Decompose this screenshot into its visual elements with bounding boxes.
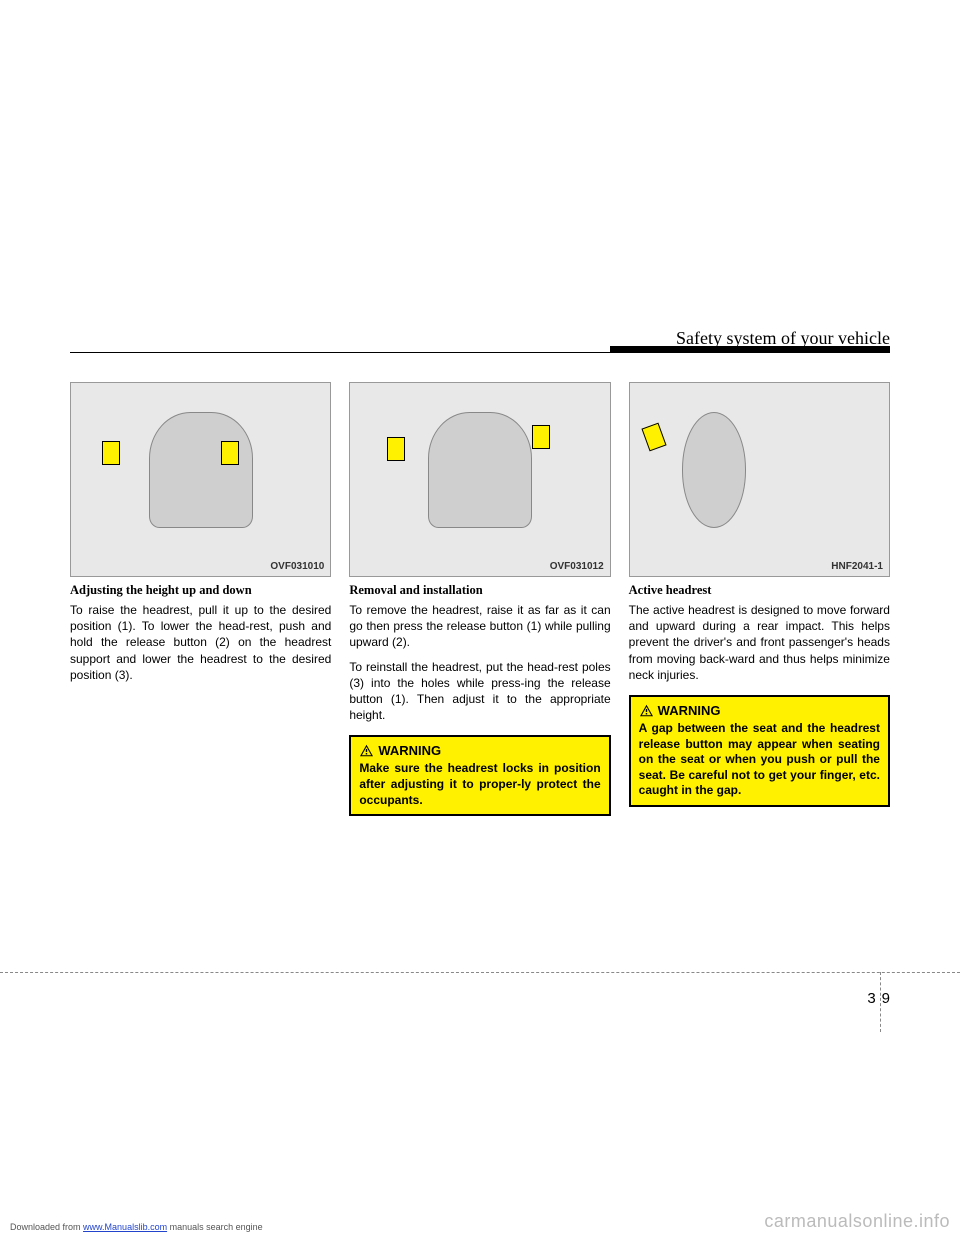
figure-label: OVF031010 <box>270 561 324 572</box>
download-footer: Downloaded from www.Manualslib.com manua… <box>10 1222 263 1232</box>
warning-triangle-icon <box>639 704 654 717</box>
headrest-illustration <box>428 412 532 528</box>
warning-text: Make sure the headrest locks in position… <box>359 761 600 808</box>
column-1: OVF031010 Adjusting the height up and do… <box>70 382 331 816</box>
arrow-forward-icon <box>642 423 667 452</box>
body-adjusting: To raise the headrest, pull it up to the… <box>70 602 331 683</box>
warning-text: A gap between the seat and the headrest … <box>639 721 880 799</box>
footer-dash-rule <box>0 972 960 973</box>
subhead-adjusting: Adjusting the height up and down <box>70 583 331 598</box>
chapter-number: 3 <box>867 990 875 1007</box>
arrow-up-icon <box>387 437 405 461</box>
footer-link[interactable]: www.Manualslib.com <box>83 1222 167 1232</box>
warning-title-text: WARNING <box>378 743 441 758</box>
page-number-value: 9 <box>882 990 890 1007</box>
arrow-down-icon <box>532 425 550 449</box>
arrow-down-icon <box>221 441 239 465</box>
warning-title-text: WARNING <box>658 703 721 718</box>
headrest-illustration <box>149 412 253 528</box>
warning-triangle-icon <box>359 744 374 757</box>
figure-label: HNF2041-1 <box>831 561 883 572</box>
figure-headrest-adjust: OVF031010 <box>70 382 331 577</box>
figure-active-headrest: HNF2041-1 <box>629 382 890 577</box>
page-number: 3 9 <box>867 990 890 1007</box>
occupant-illustration <box>682 412 747 528</box>
figure-headrest-removal: OVF031012 <box>349 382 610 577</box>
body-removal-2: To reinstall the headrest, put the head-… <box>349 659 610 724</box>
body-active: The active headrest is designed to move … <box>629 602 890 683</box>
warning-box-locks: WARNING Make sure the headrest locks in … <box>349 735 610 816</box>
warning-box-gap: WARNING A gap between the seat and the h… <box>629 695 890 807</box>
footer-prefix: Downloaded from <box>10 1222 83 1232</box>
arrow-up-icon <box>102 441 120 465</box>
subhead-removal: Removal and installation <box>349 583 610 598</box>
subhead-active: Active headrest <box>629 583 890 598</box>
header-rule <box>70 352 890 353</box>
warning-title: WARNING <box>359 743 600 758</box>
warning-title: WARNING <box>639 703 880 718</box>
figure-label: OVF031012 <box>550 561 604 572</box>
footer-suffix: manuals search engine <box>167 1222 263 1232</box>
watermark: carmanualsonline.info <box>764 1211 950 1232</box>
column-2: OVF031012 Removal and installation To re… <box>349 382 610 816</box>
content-row: OVF031010 Adjusting the height up and do… <box>70 382 890 816</box>
body-removal-1: To remove the headrest, raise it as far … <box>349 602 610 651</box>
column-3: HNF2041-1 Active headrest The active hea… <box>629 382 890 816</box>
